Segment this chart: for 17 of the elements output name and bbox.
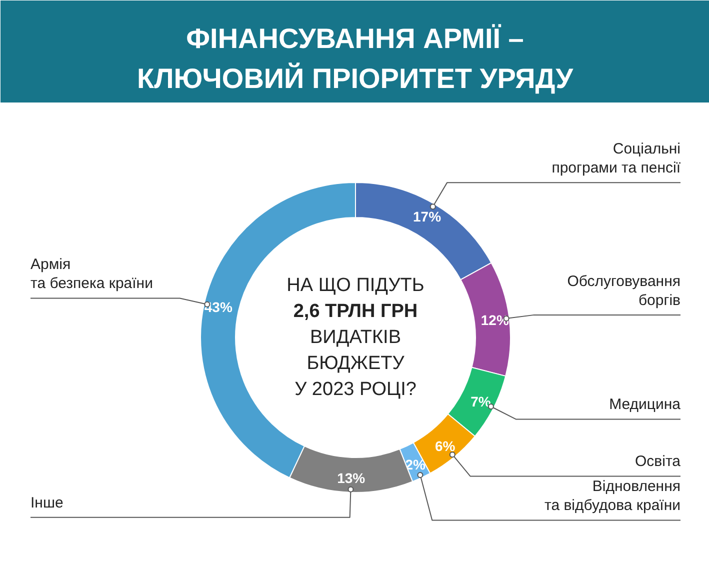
slice-label: Соціальні програми та пенсії [552, 140, 682, 177]
data-label: 13% [337, 470, 366, 486]
text: ВИДАТКІВ [310, 327, 402, 348]
text: НА ЩО ПІДУТЬ [286, 275, 424, 296]
text: БЮДЖЕТУ [306, 353, 406, 374]
text: У 2023 РОЦІ? [294, 379, 416, 400]
chart-title: ФІНАНСУВАННЯ АРМІЇ – КЛЮЧОВИЙ ПРІОРИТЕТ УРЯДУ [137, 23, 574, 94]
slice-label: Інше [30, 494, 64, 512]
slice-label: Медицина [609, 396, 682, 414]
data-label: 17% [413, 208, 442, 225]
data-label: 7% [470, 393, 492, 410]
slice-label: Обслуговування боргів [567, 272, 681, 309]
slice-label: Відновлення та відбудова країни [544, 478, 681, 514]
slice-label: Освіта [634, 453, 682, 470]
text: 2,6 ТРЛН ГРН [293, 301, 418, 322]
data-label: 6% [434, 438, 456, 454]
slice-label: Армія та безпека країни [30, 256, 153, 292]
